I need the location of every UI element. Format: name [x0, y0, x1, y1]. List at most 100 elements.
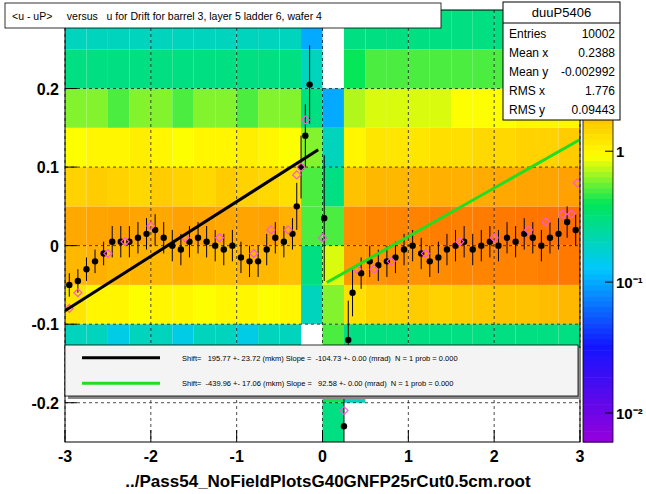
profile-point: [345, 337, 351, 343]
colorbar-strip: [583, 404, 613, 410]
profile-point: [573, 179, 580, 187]
colorbar-strip: [583, 242, 613, 248]
heatmap-cell: [473, 167, 494, 206]
profile-point: [470, 246, 476, 252]
heatmap-cell: [365, 285, 386, 324]
colorbar-strip: [583, 258, 613, 264]
heatmap-cell: [537, 167, 558, 206]
profile-point: [495, 242, 501, 248]
heatmap-cell: [108, 167, 129, 206]
x-tick-label: -3: [58, 448, 72, 465]
heatmap-cell: [451, 89, 472, 128]
heatmap-cell: [473, 246, 494, 285]
colorbar-strip: [583, 426, 613, 432]
colorbar-strip: [583, 323, 613, 329]
profile-point: [340, 407, 348, 415]
heatmap-cell: [151, 246, 172, 285]
colorbar-strip: [583, 145, 613, 151]
colorbar-strip: [583, 383, 613, 389]
heatmap-cell: [408, 128, 429, 167]
title-box: <u - uP> versus u for Drift for barrel 3…: [5, 3, 441, 28]
heatmap-cell: [194, 89, 215, 128]
heatmap-cell: [86, 128, 107, 167]
grid-line: [65, 245, 580, 246]
profile-point: [66, 282, 72, 288]
heatmap-cell: [387, 167, 408, 206]
colorbar-strip: [583, 350, 613, 356]
heatmap-cell: [451, 49, 472, 88]
colorbar-strip: [583, 410, 613, 416]
heatmap-cell: [559, 285, 580, 324]
heatmap-cell: [129, 49, 150, 88]
heatmap-cell: [301, 128, 322, 167]
colorbar-strip: [583, 150, 613, 156]
colorbar-strip: [583, 264, 613, 270]
heatmap-cell: [237, 128, 258, 167]
stats-label: Mean x: [509, 46, 548, 60]
grid-line: [65, 402, 580, 403]
profile-point: [456, 238, 464, 246]
profile-point: [212, 242, 218, 248]
y-tick-label: 0.1: [37, 159, 59, 176]
profile-point: [250, 249, 258, 257]
colorbar-strip: [583, 129, 613, 135]
tick: [65, 402, 77, 403]
colorbar-strip: [583, 215, 613, 221]
heatmap-cell: [280, 49, 301, 88]
heatmap-cell: [129, 128, 150, 167]
profile-point: [216, 234, 224, 242]
profile-point: [341, 423, 347, 429]
heatmap-cell: [537, 206, 558, 245]
caption: ../Pass54_NoFieldPlotsG40GNFP25rCut0.5cm…: [125, 472, 531, 491]
profile-point: [525, 226, 533, 234]
fit-line: [65, 150, 318, 311]
colorbar-strip: [583, 307, 613, 313]
heatmap-cell: [430, 246, 451, 285]
heatmap-cell: [344, 89, 365, 128]
stats-label: Mean y: [509, 65, 548, 79]
heatmap-cell: [237, 89, 258, 128]
colorbar-label: 10⁻²: [616, 405, 643, 422]
heatmap-cell: [65, 128, 86, 167]
y-tick-label: 0: [50, 238, 59, 255]
heatmap-cell: [172, 167, 193, 206]
heatmap-cell: [387, 49, 408, 88]
heatmap-cell: [323, 89, 344, 128]
heatmap-cell: [280, 285, 301, 324]
heatmap-cell: [172, 89, 193, 128]
colorbar-strip: [583, 361, 613, 367]
heatmap-cell: [430, 167, 451, 206]
heatmap-cell: [258, 246, 279, 285]
profile-point: [538, 242, 544, 248]
heatmap-cell: [151, 128, 172, 167]
colorbar-strip: [583, 285, 613, 291]
heatmap-cell: [215, 89, 236, 128]
colorbar-strip: [583, 415, 613, 421]
profile-point: [147, 222, 155, 230]
profile-point: [298, 164, 304, 170]
colorbar-label: 10⁻¹: [616, 274, 643, 291]
colorbar-strip: [583, 226, 613, 232]
profile-point: [427, 258, 433, 264]
colorbar-strip: [583, 334, 613, 340]
profile-point: [294, 203, 300, 209]
heatmap-cell: [537, 246, 558, 285]
background: [0, 0, 646, 494]
heatmap-cell: [129, 89, 150, 128]
profile-point: [297, 163, 305, 171]
profile-point: [92, 258, 98, 264]
colorbar-strip: [583, 377, 613, 383]
colorbar-strip: [583, 134, 613, 140]
heatmap-cell: [430, 285, 451, 324]
stats-box: duuP5406Entries10002Mean x0.2388Mean y-0…: [503, 2, 620, 120]
profile-point: [435, 254, 441, 260]
heatmap-cell: [65, 167, 86, 206]
heatmap-cell: [301, 89, 322, 128]
colorbar-strip: [583, 167, 613, 173]
heatmap-cell: [344, 49, 365, 88]
colorbar-strip: [583, 329, 613, 335]
colorbar-strip: [583, 302, 613, 308]
profile-point: [321, 215, 327, 221]
heatmap-cell: [65, 49, 86, 88]
heatmap-cell: [430, 89, 451, 128]
